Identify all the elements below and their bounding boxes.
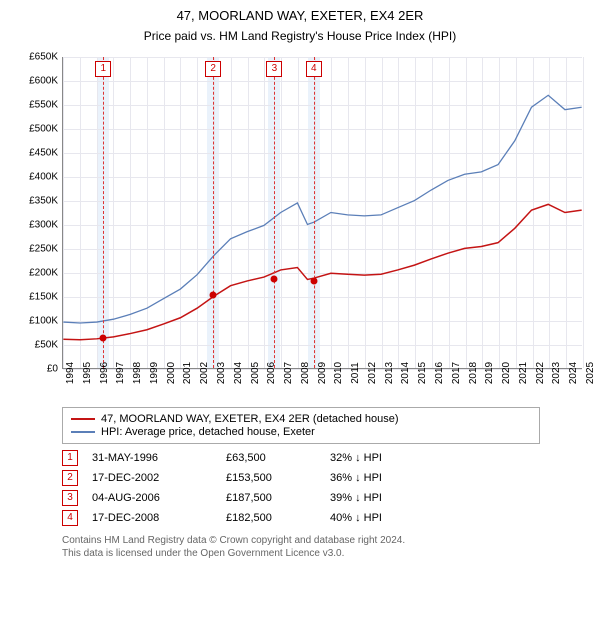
legend-item: HPI: Average price, detached house, Exet…: [71, 426, 531, 438]
x-tick-label: 1998: [132, 362, 143, 384]
x-tick-label: 2024: [568, 362, 579, 384]
x-tick-label: 2014: [400, 362, 411, 384]
y-tick-label: £400K: [29, 171, 58, 182]
x-tick-label: 2010: [333, 362, 344, 384]
event-price: £182,500: [226, 512, 316, 524]
y-tick-label: £300K: [29, 219, 58, 230]
sale-point: [271, 275, 278, 282]
y-tick-label: £550K: [29, 99, 58, 110]
x-tick-label: 2003: [216, 362, 227, 384]
x-tick-label: 2020: [501, 362, 512, 384]
event-delta: 32% ↓ HPI: [330, 452, 382, 464]
sale-point: [310, 278, 317, 285]
event-row: 2 17-DEC-2002 £153,500 36% ↓ HPI: [62, 470, 586, 486]
y-tick-label: £200K: [29, 267, 58, 278]
x-tick-label: 1999: [149, 362, 160, 384]
footer: Contains HM Land Registry data © Crown c…: [62, 534, 586, 560]
y-tick-label: £500K: [29, 123, 58, 134]
chart-marker: 4: [306, 61, 322, 77]
event-date: 17-DEC-2002: [92, 472, 212, 484]
legend-swatch: [71, 431, 95, 433]
event-marker: 2: [62, 470, 78, 486]
plot-area: 1 2 3 4: [62, 57, 582, 369]
event-date: 31-MAY-1996: [92, 452, 212, 464]
x-tick-label: 2022: [535, 362, 546, 384]
x-axis: 1994199519961997199819992000200120022003…: [62, 371, 582, 399]
x-tick-label: 1996: [99, 362, 110, 384]
chart-marker: 1: [95, 61, 111, 77]
legend-label: 47, MOORLAND WAY, EXETER, EX4 2ER (detac…: [101, 413, 399, 425]
x-tick-label: 2001: [182, 362, 193, 384]
legend-item: 47, MOORLAND WAY, EXETER, EX4 2ER (detac…: [71, 413, 531, 425]
x-tick-label: 2008: [300, 362, 311, 384]
x-tick-label: 2016: [434, 362, 445, 384]
sale-point: [100, 335, 107, 342]
x-tick-label: 2013: [384, 362, 395, 384]
footer-line: Contains HM Land Registry data © Crown c…: [62, 534, 586, 547]
event-marker: 1: [62, 450, 78, 466]
x-tick-label: 2025: [585, 362, 596, 384]
chart-marker: 2: [205, 61, 221, 77]
y-tick-label: £350K: [29, 195, 58, 206]
event-price: £63,500: [226, 452, 316, 464]
y-tick-label: £50K: [35, 339, 58, 350]
x-tick-label: 2023: [551, 362, 562, 384]
legend-label: HPI: Average price, detached house, Exet…: [101, 426, 315, 438]
footer-line: This data is licensed under the Open Gov…: [62, 547, 586, 560]
y-tick-label: £450K: [29, 147, 58, 158]
x-tick-label: 2002: [199, 362, 210, 384]
y-tick-label: £250K: [29, 243, 58, 254]
x-tick-label: 2009: [317, 362, 328, 384]
series-hpi: [63, 95, 581, 323]
event-price: £153,500: [226, 472, 316, 484]
x-tick-label: 1994: [65, 362, 76, 384]
legend-swatch: [71, 418, 95, 420]
event-delta: 40% ↓ HPI: [330, 512, 382, 524]
y-tick-label: £100K: [29, 315, 58, 326]
x-tick-label: 2000: [166, 362, 177, 384]
x-tick-label: 1995: [82, 362, 93, 384]
event-row: 4 17-DEC-2008 £182,500 40% ↓ HPI: [62, 510, 586, 526]
x-tick-label: 2005: [250, 362, 261, 384]
x-tick-label: 2007: [283, 362, 294, 384]
sale-point: [210, 292, 217, 299]
y-tick-label: £650K: [29, 51, 58, 62]
x-tick-label: 2021: [518, 362, 529, 384]
line-layer: [63, 57, 582, 368]
event-price: £187,500: [226, 492, 316, 504]
event-marker: 3: [62, 490, 78, 506]
chart: £0 £50K £100K £150K £200K £250K £300K £350K £400…: [20, 49, 582, 399]
event-date: 17-DEC-2008: [92, 512, 212, 524]
chart-container: 47, MOORLAND WAY, EXETER, EX4 2ER Price …: [0, 0, 600, 620]
page-title: 47, MOORLAND WAY, EXETER, EX4 2ER: [14, 8, 586, 25]
x-tick-label: 2018: [468, 362, 479, 384]
legend: 47, MOORLAND WAY, EXETER, EX4 2ER (detac…: [62, 407, 540, 444]
x-tick-label: 2017: [451, 362, 462, 384]
x-tick-label: 1997: [115, 362, 126, 384]
event-row: 1 31-MAY-1996 £63,500 32% ↓ HPI: [62, 450, 586, 466]
x-tick-label: 2015: [417, 362, 428, 384]
x-tick-label: 2012: [367, 362, 378, 384]
chart-marker: 3: [266, 61, 282, 77]
x-tick-label: 2006: [266, 362, 277, 384]
events-table: 1 31-MAY-1996 £63,500 32% ↓ HPI 2 17-DEC…: [62, 450, 586, 526]
y-axis: £0 £50K £100K £150K £200K £250K £300K £350K £400…: [20, 49, 62, 399]
y-tick-label: £600K: [29, 75, 58, 86]
x-tick-label: 2019: [484, 362, 495, 384]
x-tick-label: 2004: [233, 362, 244, 384]
y-tick-label: £150K: [29, 291, 58, 302]
y-tick-label: £0: [47, 363, 58, 374]
event-delta: 39% ↓ HPI: [330, 492, 382, 504]
page-subtitle: Price paid vs. HM Land Registry's House …: [14, 29, 586, 43]
event-row: 3 04-AUG-2006 £187,500 39% ↓ HPI: [62, 490, 586, 506]
event-delta: 36% ↓ HPI: [330, 472, 382, 484]
series-property: [63, 204, 581, 339]
event-date: 04-AUG-2006: [92, 492, 212, 504]
x-tick-label: 2011: [350, 362, 361, 384]
event-marker: 4: [62, 510, 78, 526]
